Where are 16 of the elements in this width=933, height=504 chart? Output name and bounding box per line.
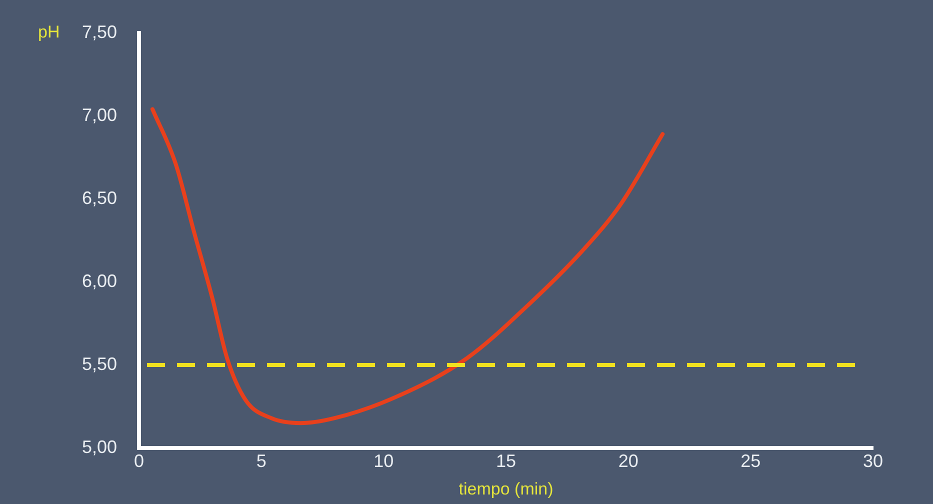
y-tick-label: 7,00	[82, 104, 118, 125]
line-series	[150, 107, 665, 426]
y-axis-title: pH	[38, 22, 60, 42]
y-tick-label: 7,50	[82, 22, 118, 42]
x-tick-label: 30	[862, 450, 884, 471]
x-tick-label: 0	[134, 450, 144, 471]
x-tick-label: 25	[740, 450, 761, 471]
x-tick-label: 10	[374, 450, 394, 471]
x-tick-label: 15	[496, 450, 516, 471]
x-tick-label: 5	[256, 450, 266, 471]
x-tick-label: 20	[618, 450, 638, 471]
x-axis-title: tiempo (min)	[458, 479, 554, 498]
y-tick-label: 5,50	[82, 354, 118, 374]
y-tick-label: 6,50	[82, 188, 118, 208]
y-tick-label: 6,00	[82, 270, 118, 291]
y-tick-label: 5,00	[82, 436, 118, 457]
